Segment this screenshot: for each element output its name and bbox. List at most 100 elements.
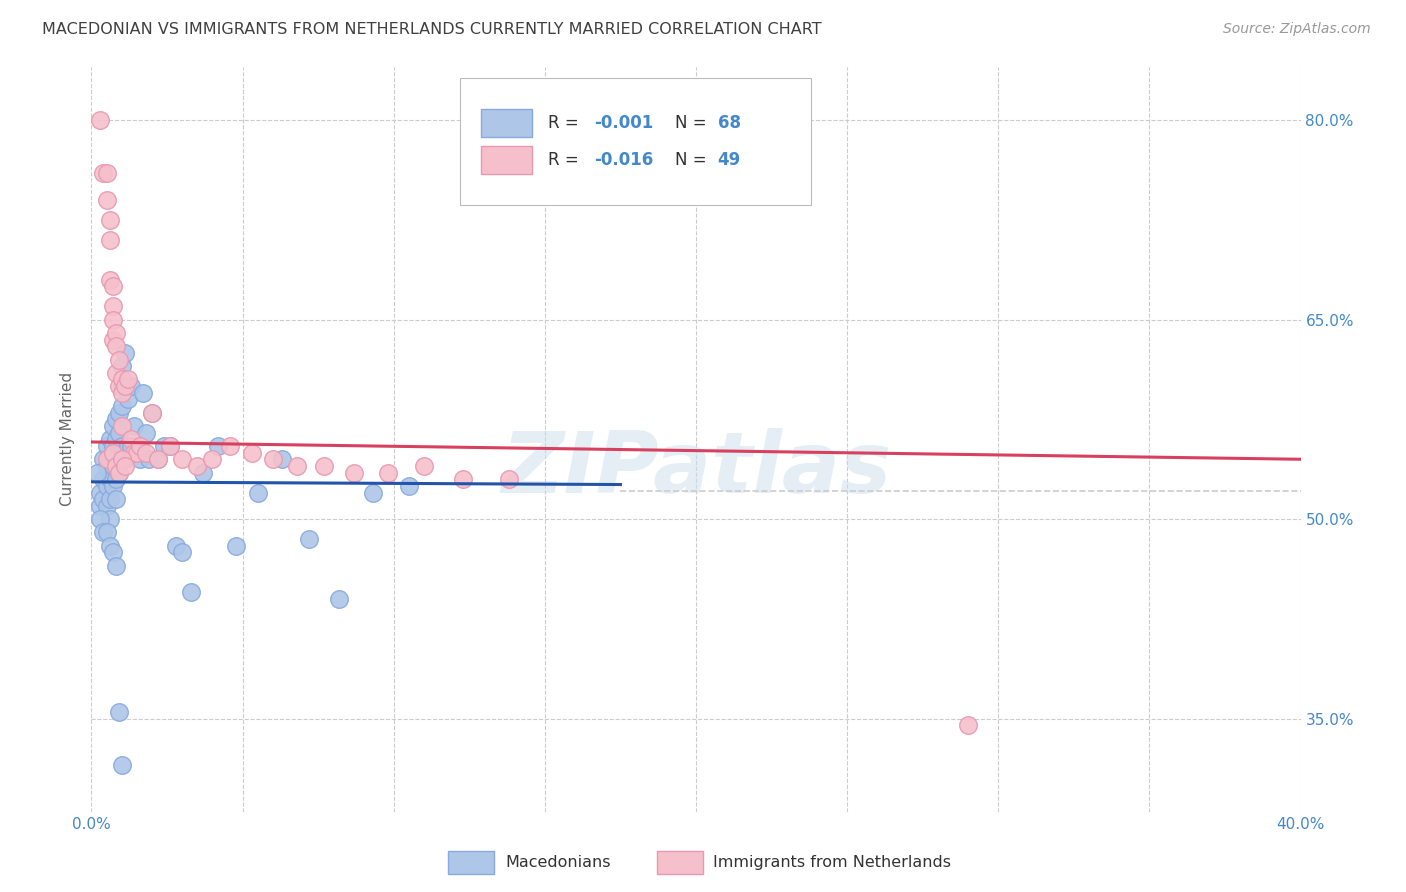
Point (96, 166, 118, 180)
Point (153, 439, 176, 453)
Point (111, 439, 132, 453)
Point (262, 452, 284, 467)
Point (128, 452, 150, 467)
Point (328, 591, 350, 606)
Point (96, 525, 118, 540)
Point (101, 545, 124, 559)
Point (132, 385, 155, 400)
Point (498, 472, 520, 486)
Point (193, 466, 215, 480)
Point (89, 485, 111, 500)
Point (93, 492, 115, 507)
Point (101, 458, 124, 473)
Text: -0.016: -0.016 (595, 151, 654, 169)
Point (180, 585, 202, 599)
Point (96, 193, 118, 207)
Point (125, 445, 148, 459)
Point (107, 445, 129, 459)
Point (96, 452, 118, 467)
Point (114, 346, 136, 360)
Point (107, 466, 129, 480)
Point (111, 758, 132, 772)
Point (314, 458, 336, 473)
Point (111, 359, 132, 373)
Point (104, 366, 127, 380)
Point (104, 326, 127, 340)
Point (96, 479, 118, 493)
Point (186, 458, 208, 473)
Point (225, 539, 247, 553)
Text: R =: R = (548, 114, 585, 132)
Point (128, 439, 150, 453)
Point (96, 439, 118, 453)
Point (104, 458, 127, 473)
Point (172, 545, 194, 559)
FancyBboxPatch shape (481, 146, 531, 174)
Point (89, 113, 111, 128)
Point (107, 705, 129, 719)
Point (159, 439, 181, 453)
Point (89, 512, 111, 526)
FancyBboxPatch shape (481, 109, 531, 136)
Point (120, 379, 142, 393)
Point (159, 439, 181, 453)
FancyBboxPatch shape (449, 851, 494, 873)
Point (114, 379, 136, 393)
Point (451, 472, 474, 486)
Point (104, 472, 127, 486)
Text: Source: ZipAtlas.com: Source: ZipAtlas.com (1223, 22, 1371, 37)
Point (98, 539, 121, 553)
Point (377, 466, 399, 480)
Text: ZIPatlas: ZIPatlas (501, 427, 891, 510)
Point (120, 432, 142, 446)
Point (93, 525, 115, 540)
Point (122, 445, 145, 459)
Point (101, 479, 124, 493)
Point (104, 412, 127, 426)
Point (107, 406, 129, 420)
Point (98, 273, 121, 287)
Point (111, 372, 132, 386)
Text: Macedonians: Macedonians (505, 855, 610, 870)
Point (165, 539, 187, 553)
Point (101, 312, 124, 326)
Point (98, 432, 121, 446)
Point (172, 452, 194, 467)
Point (111, 385, 132, 400)
Point (98, 472, 121, 486)
Point (98, 212, 121, 227)
Point (93, 452, 115, 467)
Point (104, 452, 127, 467)
Point (104, 339, 127, 353)
Text: MACEDONIAN VS IMMIGRANTS FROM NETHERLANDS CURRENTLY MARRIED CORRELATION CHART: MACEDONIAN VS IMMIGRANTS FROM NETHERLAND… (42, 22, 821, 37)
Point (111, 452, 132, 467)
Point (104, 558, 127, 573)
Point (219, 439, 242, 453)
Point (146, 452, 169, 467)
Point (956, 718, 979, 732)
Text: 49: 49 (717, 151, 741, 169)
Text: -0.001: -0.001 (595, 114, 654, 132)
Point (107, 425, 129, 440)
Point (96, 458, 118, 473)
Text: 68: 68 (717, 114, 741, 132)
Point (104, 492, 127, 507)
Point (93, 166, 115, 180)
Point (120, 439, 142, 453)
Point (101, 439, 124, 453)
Point (111, 379, 132, 393)
Point (201, 452, 224, 467)
FancyBboxPatch shape (460, 78, 811, 204)
Point (98, 233, 121, 247)
Point (98, 492, 121, 507)
Point (104, 432, 127, 446)
Point (111, 399, 132, 413)
Point (135, 445, 157, 459)
Point (246, 485, 269, 500)
Point (107, 466, 129, 480)
Text: R =: R = (548, 151, 585, 169)
Point (86, 466, 108, 480)
Point (107, 379, 129, 393)
Point (107, 352, 129, 367)
Point (361, 485, 384, 500)
